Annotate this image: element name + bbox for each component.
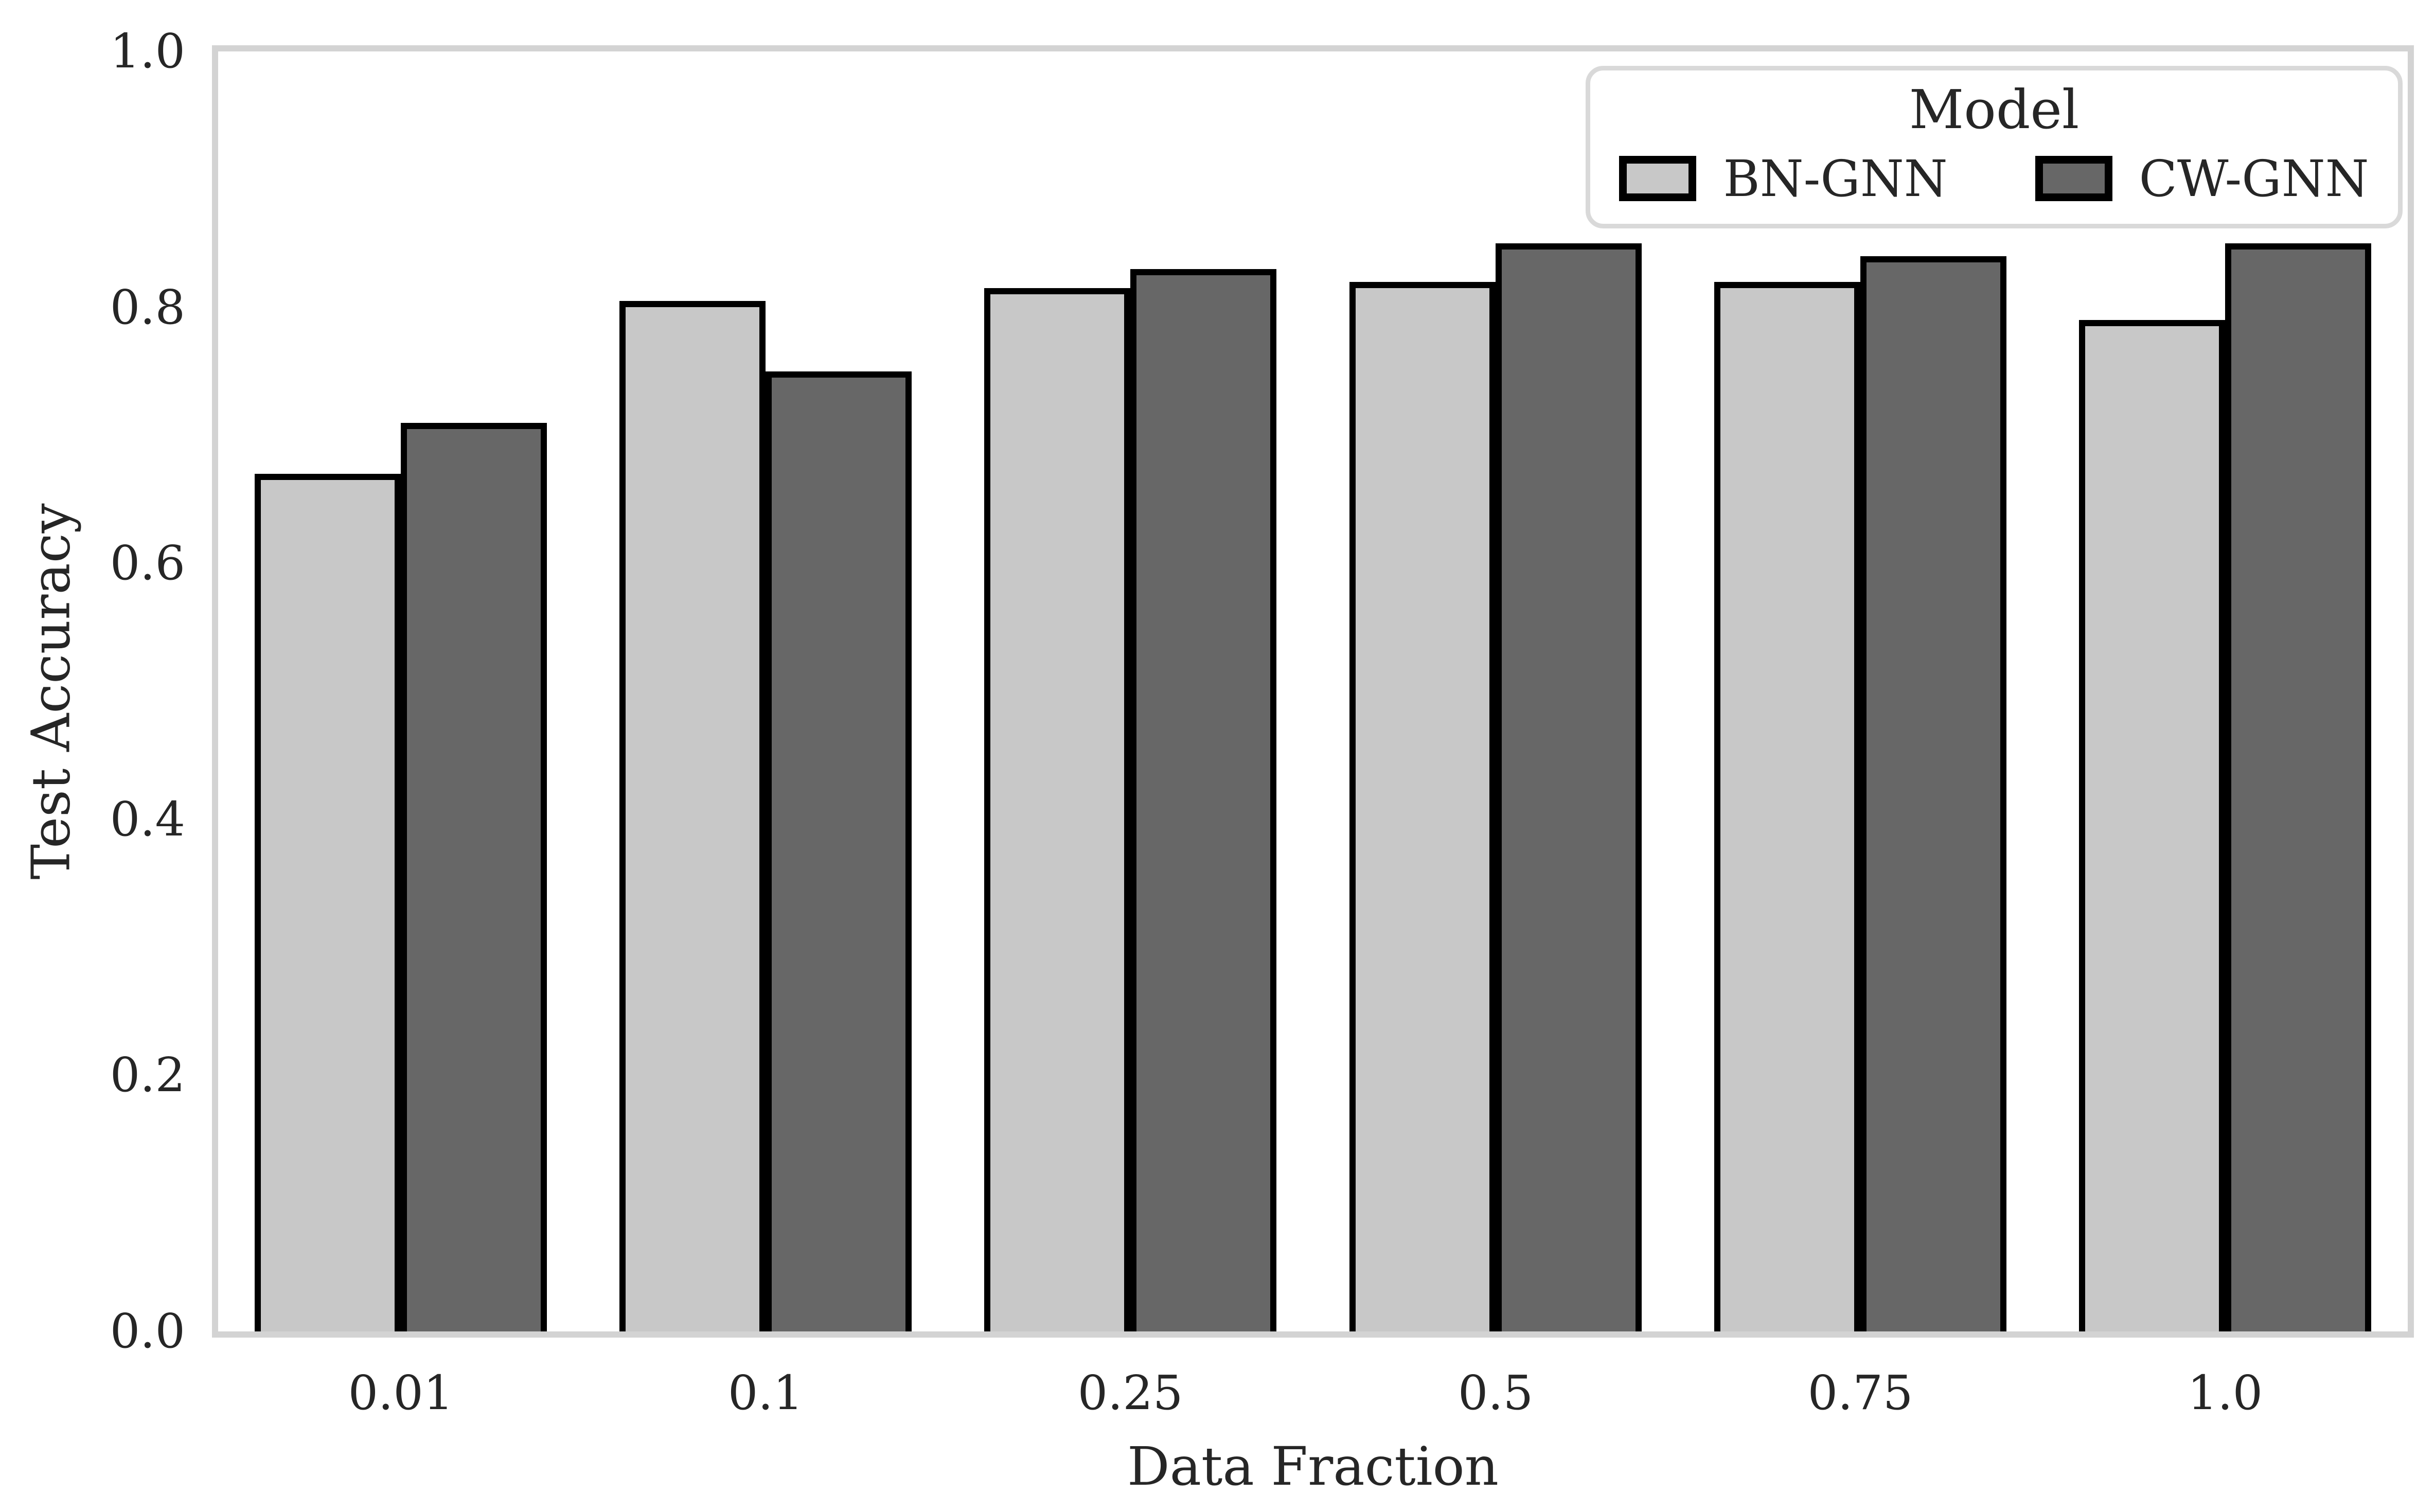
x-tick-0.01: 0.01 xyxy=(348,1365,454,1420)
x-tick-0.75: 0.75 xyxy=(1807,1365,1913,1420)
plot-frame xyxy=(212,45,2414,1338)
bar-cw-gnn-0.75 xyxy=(1860,256,2006,1331)
legend-entry-cw-gnn: CW-GNN xyxy=(2035,154,2369,204)
bar-cw-gnn-0.1 xyxy=(766,371,912,1331)
legend-label-bn-gnn: BN-GNN xyxy=(1723,149,1948,208)
y-tick-0.4: 0.4 xyxy=(110,792,185,847)
legend-label-cw-gnn: CW-GNN xyxy=(2139,149,2369,208)
bar-bn-gnn-1.0 xyxy=(2079,320,2225,1331)
bar-bn-gnn-0.1 xyxy=(619,301,766,1331)
bar-bn-gnn-0.75 xyxy=(1714,282,1860,1331)
x-tick-0.1: 0.1 xyxy=(727,1365,804,1420)
bar-cw-gnn-0.25 xyxy=(1130,269,1276,1331)
legend-entries: BN-GNN CW-GNN xyxy=(1619,154,2369,204)
y-tick-0.6: 0.6 xyxy=(110,536,185,591)
bar-bn-gnn-0.5 xyxy=(1349,282,1496,1331)
y-tick-1.0: 1.0 xyxy=(110,24,185,79)
bar-bn-gnn-0.25 xyxy=(984,288,1130,1331)
legend-title: Model xyxy=(1909,78,2079,141)
y-tick-0.8: 0.8 xyxy=(110,280,185,335)
plot-area xyxy=(218,51,2408,1331)
bar-cw-gnn-0.01 xyxy=(401,423,547,1331)
y-tick-0.0: 0.0 xyxy=(110,1304,185,1359)
x-axis-title: Data Fraction xyxy=(1127,1436,1499,1498)
y-tick-0.2: 0.2 xyxy=(110,1047,185,1102)
legend-entry-bn-gnn: BN-GNN xyxy=(1619,149,1948,208)
bar-cw-gnn-1.0 xyxy=(2225,243,2371,1331)
legend: Model BN-GNN CW-GNN xyxy=(1586,66,2403,228)
bar-bn-gnn-0.01 xyxy=(255,474,401,1331)
bar-cw-gnn-0.5 xyxy=(1496,243,1642,1331)
legend-swatch-cw-gnn xyxy=(2035,156,2112,201)
legend-swatch-bn-gnn xyxy=(1619,156,1697,201)
x-tick-0.5: 0.5 xyxy=(1458,1365,1534,1420)
x-tick-1.0: 1.0 xyxy=(2187,1365,2263,1420)
x-tick-0.25: 0.25 xyxy=(1077,1365,1183,1420)
